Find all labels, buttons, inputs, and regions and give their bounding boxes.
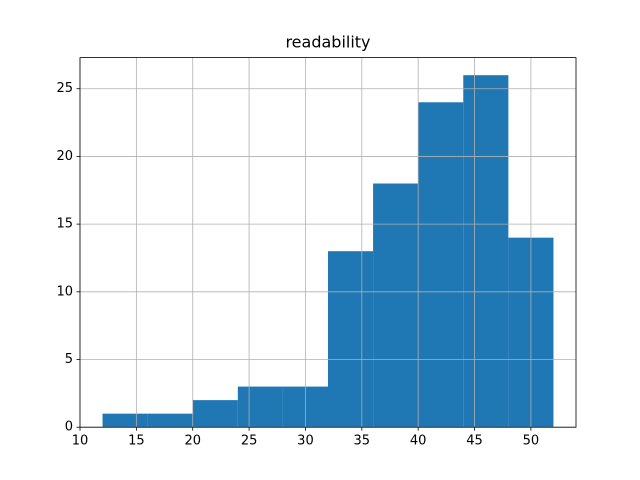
y-tick-label: 0 (65, 420, 73, 435)
bar (102, 413, 148, 428)
bar (147, 413, 193, 428)
x-tick-label: 45 (466, 434, 483, 449)
x-tick-label: 30 (297, 434, 314, 449)
y-tick-label: 20 (56, 149, 73, 164)
y-tick-label: 10 (56, 284, 73, 299)
x-tick-label: 40 (410, 434, 427, 449)
x-tick-label: 35 (354, 434, 371, 449)
y-tick-label: 25 (56, 81, 73, 96)
x-tick-label: 50 (523, 434, 540, 449)
x-tick-label: 15 (128, 434, 145, 449)
y-tick-label: 15 (56, 217, 73, 232)
x-tick-label: 25 (241, 434, 258, 449)
y-tick-label: 5 (65, 352, 73, 367)
bar (373, 183, 419, 428)
x-tick-label: 20 (184, 434, 201, 449)
bar (463, 75, 509, 428)
bar (192, 400, 238, 428)
bar (328, 251, 374, 428)
x-tick-label: 10 (72, 434, 89, 449)
bar (237, 386, 283, 428)
plot-frame (79, 57, 577, 428)
bar (418, 102, 464, 428)
chart-title: readability (285, 33, 370, 52)
